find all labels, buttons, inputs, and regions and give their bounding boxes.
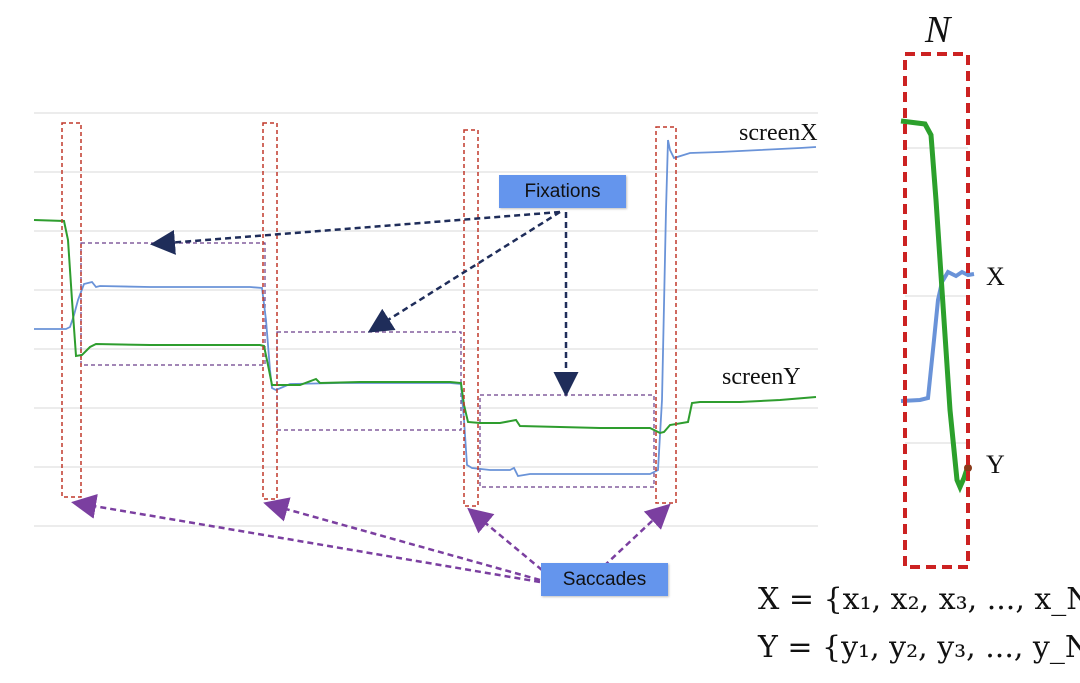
inset-y-label: Y — [986, 450, 1005, 479]
inset-x-line — [900, 269, 975, 403]
saccade-box-3 — [463, 129, 479, 507]
inset-x-label: X — [986, 262, 1005, 291]
screen-x-line — [34, 139, 817, 477]
window-inset — [900, 52, 975, 569]
fixations-badge: Fixations — [499, 175, 626, 208]
saccade-arrow-1 — [71, 494, 541, 584]
saccade-arrow-4 — [603, 503, 671, 567]
screen-y-label: screenY — [722, 364, 801, 390]
saccade-box-2 — [262, 122, 278, 500]
window-n-label: N — [925, 9, 951, 51]
fixation-box-1 — [80, 242, 266, 366]
inset-y-line — [900, 118, 971, 494]
saccade-arrows — [71, 494, 671, 584]
saccade-arrow-2 — [263, 497, 541, 582]
fixation-arrow-2 — [367, 210, 561, 333]
saccade-arrow-3 — [467, 507, 543, 571]
gridlines — [34, 112, 818, 527]
screen-x-label: screenX — [739, 120, 818, 146]
saccade-box-4 — [655, 126, 677, 504]
saccade-box-1 — [61, 122, 82, 498]
screen-y-line — [33, 219, 817, 435]
formula-y-set: Y = {y₁, y₂, y₃, ..., y_N} — [758, 630, 1080, 665]
fixation-boxes — [80, 242, 655, 488]
inset-y-end — [964, 464, 972, 472]
saccades-badge: Saccades — [541, 563, 668, 596]
fixation-arrow-1 — [150, 210, 561, 255]
fixation-arrows — [150, 210, 579, 397]
formula-x-set: X = {x₁, x₂, x₃, ..., x_N} — [758, 582, 1080, 617]
